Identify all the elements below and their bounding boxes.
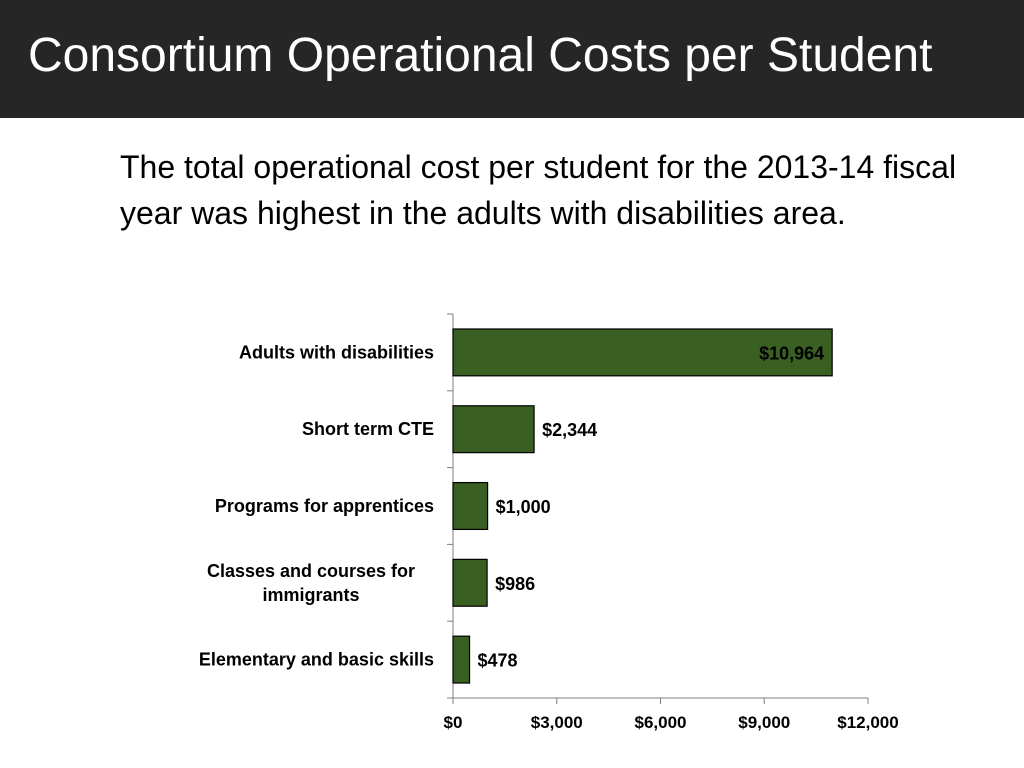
data-label: $1,000	[496, 497, 551, 517]
bar	[453, 636, 470, 683]
category-label: Elementary and basic skills	[199, 650, 434, 670]
data-label: $478	[478, 651, 518, 671]
data-label: $2,344	[542, 420, 597, 440]
category-label: Classes and courses for	[207, 561, 415, 581]
data-label: $10,964	[759, 343, 824, 363]
bar	[453, 559, 487, 606]
category-label: immigrants	[262, 585, 359, 605]
category-label: Short term CTE	[302, 419, 434, 439]
x-tick-label: $0	[444, 713, 463, 732]
x-tick-label: $3,000	[531, 713, 583, 732]
x-tick-label: $12,000	[837, 713, 898, 732]
x-tick-label: $6,000	[635, 713, 687, 732]
data-label: $986	[495, 574, 535, 594]
category-label: Programs for apprentices	[215, 496, 434, 516]
x-tick-label: $9,000	[738, 713, 790, 732]
category-label: Adults with disabilities	[239, 342, 434, 362]
bar	[453, 483, 488, 530]
bar	[453, 406, 534, 453]
